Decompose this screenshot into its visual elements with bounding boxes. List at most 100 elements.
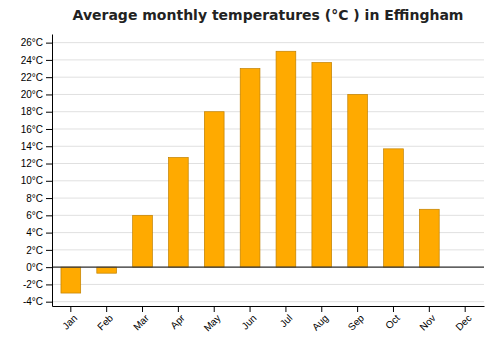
x-tick: Aug: [310, 306, 330, 333]
y-tick: -2°C: [23, 279, 52, 290]
grid-line: [52, 180, 484, 181]
chart: -4°C -2°C 0°C 2°C 4°C 6°C 8°C 10°C 12°C 14°C 16°C 1…: [0, 0, 500, 350]
y-tick-mark: [46, 94, 52, 95]
x-axis: JanFebMarAprMayJunJulAugSepOctNovDec: [53, 306, 485, 334]
x-tick-mark: [70, 306, 71, 312]
title: Average monthly temperatures (°C ) in Ef…: [73, 7, 464, 23]
zero-line: [52, 267, 484, 268]
grid-line: [52, 94, 484, 95]
x-tick-label: Jun: [239, 312, 258, 331]
x-tick-label: Nov: [417, 312, 437, 332]
x-tick-label: Mar: [131, 312, 151, 332]
y-tick: 24°C: [21, 55, 52, 66]
y-tick: 12°C: [21, 158, 52, 169]
x-tick: Nov: [417, 306, 437, 333]
x-tick-mark: [214, 306, 215, 312]
y-tick-label: 14°C: [21, 141, 43, 152]
y-tick: 14°C: [21, 141, 52, 152]
y-tick-label: 0°C: [26, 262, 43, 273]
y-tick: 6°C: [26, 210, 52, 221]
y-tick-mark: [46, 112, 52, 113]
x-tick: Dec: [453, 306, 473, 333]
y-tick-label: -2°C: [23, 279, 43, 290]
x-tick: Jan: [60, 306, 79, 332]
y-axis: -4°C -2°C 0°C 2°C 4°C 6°C 8°C 10°C 12°C 14°C 16°C 1…: [21, 35, 53, 308]
y-tick: 0°C: [26, 262, 52, 273]
x-axis-line: [53, 306, 485, 307]
y-tick-mark: [46, 233, 52, 234]
y-tick: 22°C: [21, 72, 52, 83]
y-tick: 4°C: [26, 227, 52, 238]
y-tick-label: 18°C: [21, 106, 43, 117]
x-tick-label: May: [202, 312, 223, 333]
y-tick-mark: [46, 77, 52, 78]
grid-line: [52, 284, 484, 285]
x-tick: Apr: [168, 306, 187, 331]
x-tick-mark: [106, 306, 107, 312]
x-tick-mark: [178, 306, 179, 312]
y-tick-label: 10°C: [21, 175, 43, 186]
grid-line: [52, 42, 484, 43]
x-tick-mark: [285, 306, 286, 312]
grid-line: [52, 111, 484, 112]
x-tick: May: [202, 306, 223, 334]
y-tick: 18°C: [21, 106, 52, 117]
x-tick-label: Oct: [383, 312, 402, 331]
y-tick-mark: [46, 164, 52, 165]
y-tick-mark: [46, 284, 52, 285]
y-tick-label: -4°C: [23, 296, 43, 307]
x-tick-mark: [250, 306, 251, 312]
grid-line: [52, 163, 484, 164]
grid-line: [52, 59, 484, 60]
bar: [204, 112, 224, 267]
bars: [61, 51, 439, 293]
bar: [384, 149, 404, 267]
y-tick: 8°C: [26, 193, 52, 204]
x-tick-label: Aug: [310, 312, 330, 332]
y-tick: 2°C: [26, 245, 52, 256]
bar: [348, 94, 368, 267]
y-tick: 20°C: [21, 89, 52, 100]
y-tick-label: 6°C: [26, 210, 43, 221]
grid-line: [52, 77, 484, 78]
grid-line: [52, 146, 484, 147]
bar: [169, 157, 189, 267]
bar: [97, 267, 117, 273]
y-tick-mark: [46, 60, 52, 61]
grid-line: [52, 301, 484, 302]
y-tick-label: 22°C: [21, 72, 43, 83]
x-tick: Jul: [278, 306, 295, 329]
y-axis-line: [52, 35, 53, 307]
x-tick-label: Jan: [60, 312, 79, 331]
y-tick-label: 24°C: [21, 55, 43, 66]
x-tick-label: Feb: [95, 312, 115, 332]
x-tick: Oct: [383, 306, 402, 331]
x-tick-mark: [142, 306, 143, 312]
y-tick-label: 12°C: [21, 158, 43, 169]
y-tick-label: 16°C: [21, 124, 43, 135]
grid-line: [52, 198, 484, 199]
plot: -4°C -2°C 0°C 2°C 4°C 6°C 8°C 10°C 12°C 14°C 16°C 1…: [21, 35, 485, 334]
x-tick: Feb: [95, 306, 115, 332]
bar: [276, 51, 296, 267]
bar: [61, 267, 81, 293]
y-tick-mark: [46, 215, 52, 216]
y-tick-mark: [46, 129, 52, 130]
y-tick: -4°C: [23, 296, 52, 307]
bar: [240, 69, 260, 268]
x-tick-mark: [321, 306, 322, 312]
y-tick: 26°C: [21, 37, 52, 48]
y-tick-mark: [46, 146, 52, 147]
y-tick: 16°C: [21, 124, 52, 135]
y-tick-mark: [46, 43, 52, 44]
y-tick-mark: [46, 198, 52, 199]
grid-line: [52, 128, 484, 129]
y-tick: 10°C: [21, 175, 52, 186]
grid-line: [52, 267, 484, 268]
y-tick-mark: [46, 267, 52, 268]
y-tick-mark: [46, 302, 52, 303]
y-tick-label: 26°C: [21, 37, 43, 48]
x-tick-mark: [429, 306, 430, 312]
y-tick-label: 8°C: [26, 193, 43, 204]
x-tick-mark: [465, 306, 466, 312]
